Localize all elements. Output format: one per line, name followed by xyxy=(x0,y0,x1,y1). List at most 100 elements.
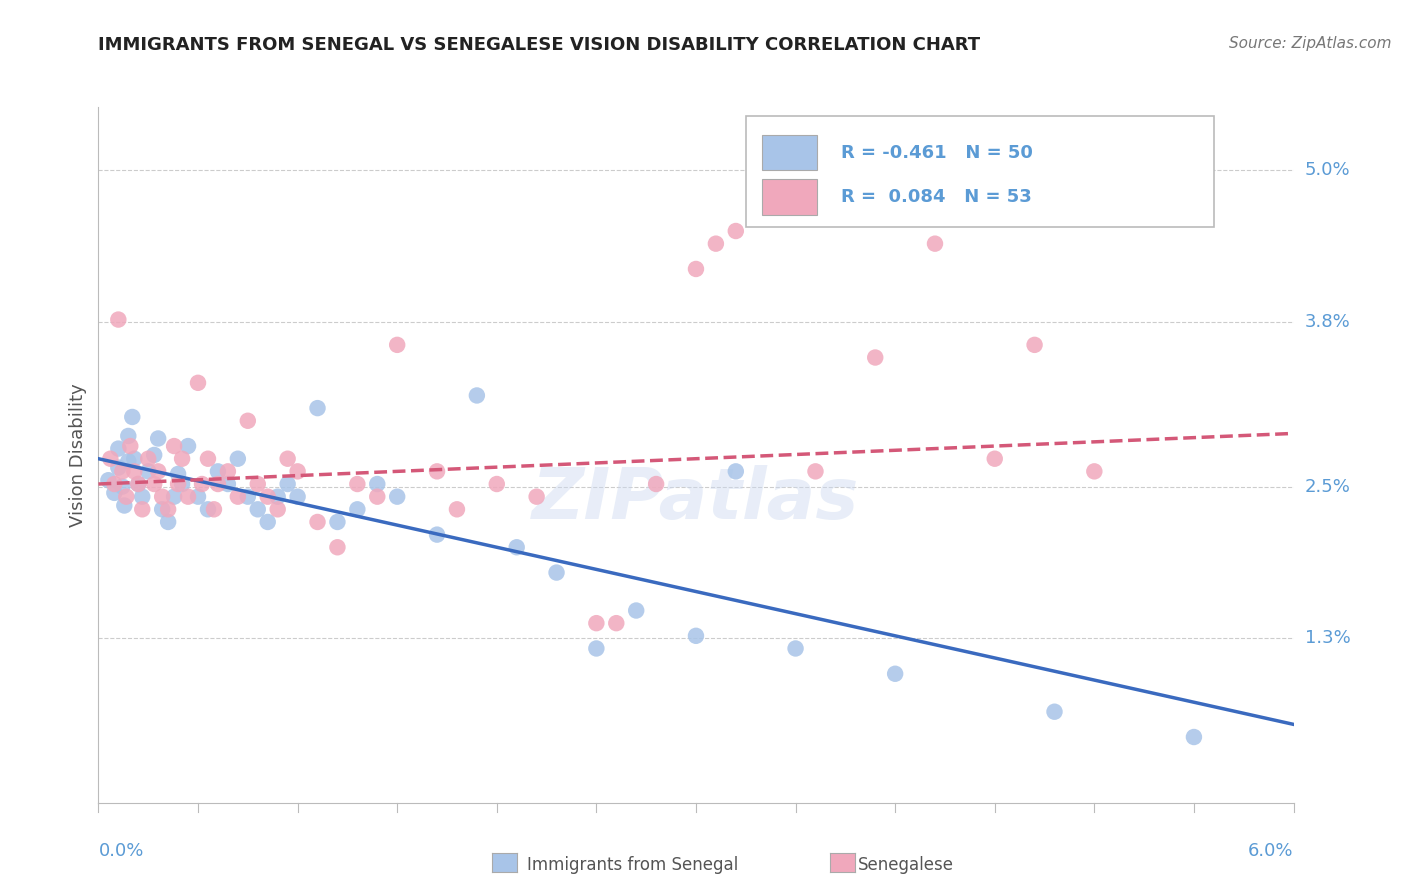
Point xyxy=(107,312,129,326)
Point xyxy=(124,451,146,466)
Point xyxy=(187,376,209,390)
FancyBboxPatch shape xyxy=(762,179,817,215)
Point xyxy=(267,490,290,504)
Point xyxy=(546,566,568,580)
Point xyxy=(785,641,807,656)
Point xyxy=(506,541,529,555)
Point xyxy=(172,477,194,491)
Point xyxy=(121,409,143,424)
Point xyxy=(197,502,219,516)
Point xyxy=(346,502,368,516)
Y-axis label: Vision Disability: Vision Disability xyxy=(69,383,87,527)
Point xyxy=(143,477,166,491)
Point xyxy=(246,477,269,491)
FancyBboxPatch shape xyxy=(762,135,817,170)
Text: IMMIGRANTS FROM SENEGAL VS SENEGALESE VISION DISABILITY CORRELATION CHART: IMMIGRANTS FROM SENEGAL VS SENEGALESE VI… xyxy=(98,36,980,54)
Point xyxy=(287,490,309,504)
Point xyxy=(112,499,135,513)
Point xyxy=(236,414,259,428)
Point xyxy=(863,351,886,365)
Text: 6.0%: 6.0% xyxy=(1249,842,1294,860)
Point xyxy=(136,451,159,466)
Point xyxy=(136,464,159,478)
Point xyxy=(127,477,149,491)
Point xyxy=(465,388,488,402)
Point xyxy=(107,442,129,456)
Point xyxy=(217,464,239,478)
Text: 2.5%: 2.5% xyxy=(1305,477,1351,496)
Point xyxy=(426,527,449,541)
Point xyxy=(97,473,120,487)
Point xyxy=(131,502,153,516)
Point xyxy=(207,477,229,491)
Point xyxy=(287,464,309,478)
Point xyxy=(585,616,607,631)
Point xyxy=(177,439,200,453)
Point xyxy=(191,477,214,491)
Point xyxy=(426,464,449,478)
Point xyxy=(157,515,180,529)
Point xyxy=(217,477,239,491)
Point xyxy=(307,401,329,416)
Point xyxy=(624,603,647,617)
Point xyxy=(366,477,388,491)
Point xyxy=(226,451,249,466)
Point xyxy=(148,432,170,446)
Point xyxy=(157,502,180,516)
Point xyxy=(307,515,329,529)
Point xyxy=(256,515,278,529)
Point xyxy=(98,451,122,466)
Point xyxy=(163,490,186,504)
Text: ZIPatlas: ZIPatlas xyxy=(533,465,859,533)
Point xyxy=(366,490,388,504)
Point xyxy=(202,502,225,516)
Point xyxy=(645,477,668,491)
Point xyxy=(585,641,607,656)
Point xyxy=(103,486,125,500)
Point xyxy=(111,479,134,493)
Point xyxy=(1024,338,1046,352)
Point xyxy=(115,490,138,504)
Point xyxy=(163,439,186,453)
Point xyxy=(326,541,349,555)
Point xyxy=(120,439,142,453)
Point xyxy=(277,477,299,491)
Point xyxy=(277,451,299,466)
Text: 3.8%: 3.8% xyxy=(1305,313,1350,331)
Point xyxy=(1043,705,1066,719)
Text: R =  0.084   N = 53: R = 0.084 N = 53 xyxy=(841,188,1032,206)
Point xyxy=(148,464,170,478)
Point xyxy=(236,490,259,504)
Point xyxy=(983,451,1005,466)
Point xyxy=(685,629,707,643)
Point xyxy=(446,502,468,516)
Point xyxy=(172,451,194,466)
Point xyxy=(111,464,134,478)
Point xyxy=(197,451,219,466)
Point xyxy=(167,477,190,491)
Point xyxy=(346,477,368,491)
Text: Senegalese: Senegalese xyxy=(858,856,953,874)
Point xyxy=(1083,464,1105,478)
Point xyxy=(207,464,229,478)
Text: R = -0.461   N = 50: R = -0.461 N = 50 xyxy=(841,144,1033,161)
Point xyxy=(385,338,409,352)
Point xyxy=(107,460,129,475)
Point xyxy=(226,490,249,504)
Point xyxy=(117,454,139,468)
Point xyxy=(103,477,125,491)
Point xyxy=(385,490,409,504)
Point xyxy=(124,464,146,478)
Point xyxy=(605,616,627,631)
Point xyxy=(150,502,173,516)
Text: 0.0%: 0.0% xyxy=(98,842,143,860)
Point xyxy=(924,236,946,251)
Point xyxy=(1182,730,1205,744)
Point xyxy=(127,477,149,491)
FancyBboxPatch shape xyxy=(745,116,1213,227)
Point xyxy=(326,515,349,529)
Point xyxy=(685,262,707,277)
Point xyxy=(884,666,907,681)
Point xyxy=(177,490,200,504)
Text: 5.0%: 5.0% xyxy=(1305,161,1350,179)
